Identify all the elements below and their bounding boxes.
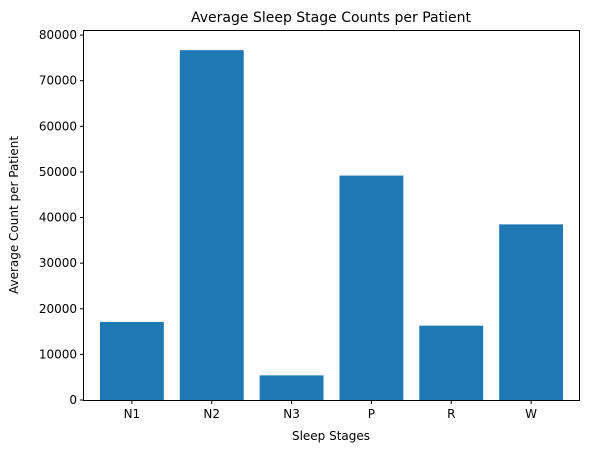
x-axis-ticks: N1 N2 N3 P R W <box>124 400 537 421</box>
y-tick-label: 70000 <box>39 74 77 88</box>
bar-w <box>499 224 564 400</box>
bar-n2 <box>179 50 244 400</box>
bar-p <box>339 175 404 400</box>
x-tick-label: N1 <box>124 407 141 421</box>
x-tick-label: N2 <box>203 407 220 421</box>
y-tick-label: 30000 <box>39 256 77 270</box>
y-tick-label: 50000 <box>39 165 77 179</box>
y-tick-label: 80000 <box>39 28 77 42</box>
y-tick-label: 0 <box>69 393 77 407</box>
chart-title: Average Sleep Stage Counts per Patient <box>191 10 471 26</box>
y-tick-label: 60000 <box>39 119 77 133</box>
plot-frame <box>83 30 580 401</box>
bar-n3 <box>259 375 324 400</box>
y-tick-label: 10000 <box>39 347 77 361</box>
bar-n1 <box>99 322 164 400</box>
x-axis-label: Sleep Stages <box>292 429 370 443</box>
y-tick-label: 20000 <box>39 302 77 316</box>
x-tick-label: N3 <box>283 407 300 421</box>
y-tick-label: 40000 <box>39 211 77 225</box>
bars-group <box>99 50 564 400</box>
x-tick-label: P <box>368 407 375 421</box>
y-axis-label: Average Count per Patient <box>7 136 21 294</box>
x-tick-label: W <box>525 407 537 421</box>
y-axis-ticks: 0 10000 20000 30000 40000 50000 60000 70000 8000… <box>39 28 84 407</box>
x-tick-label: R <box>447 407 455 421</box>
bar-r <box>419 325 484 400</box>
